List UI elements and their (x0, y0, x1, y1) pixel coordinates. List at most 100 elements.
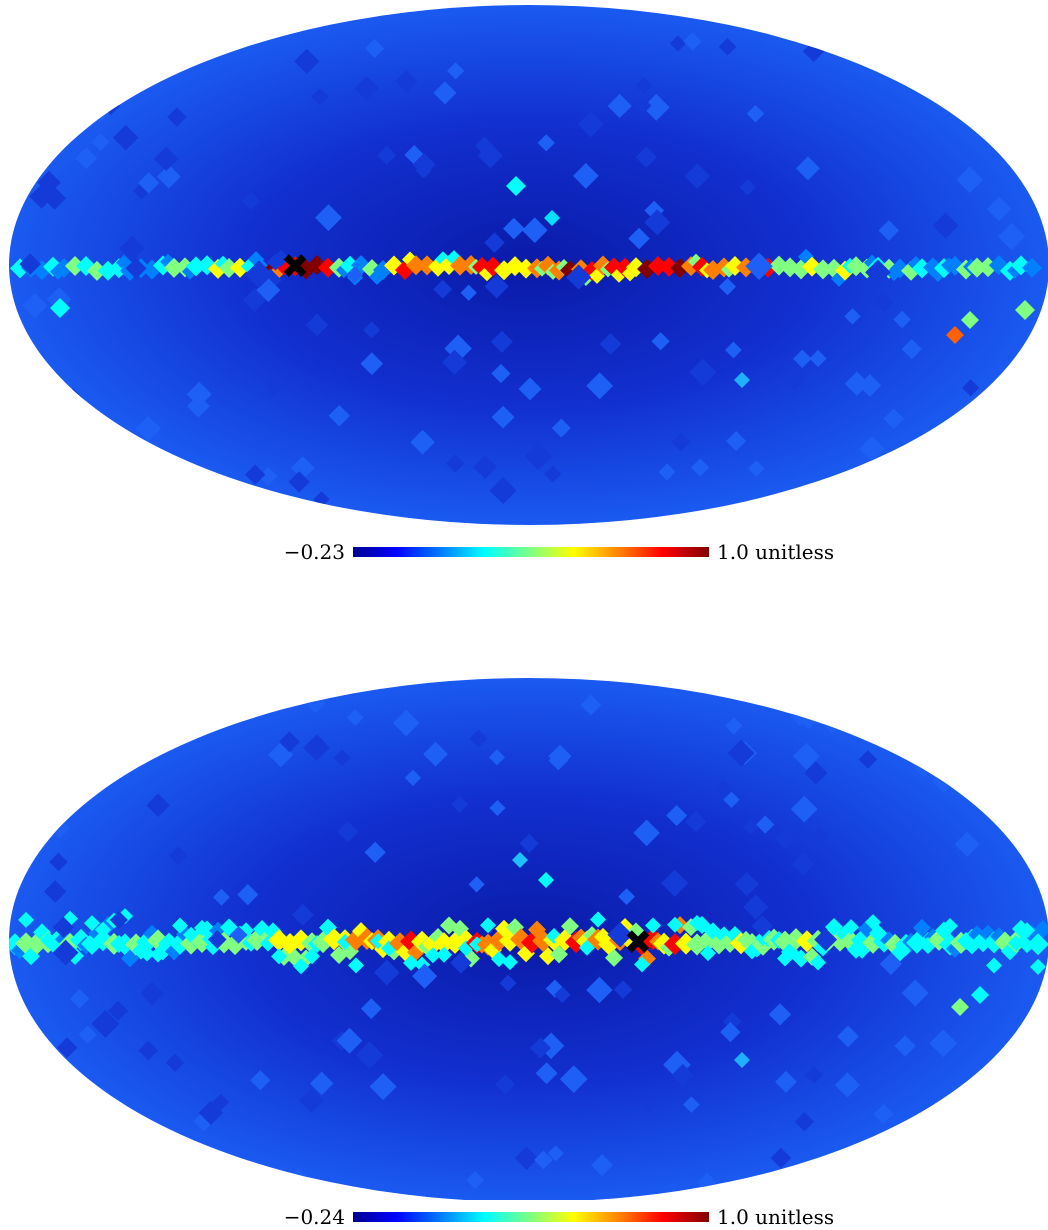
map-pixel (550, 945, 568, 964)
map-pixel (912, 258, 932, 279)
map-pixel (901, 979, 929, 1007)
map-panel-bottom: ✖ −0.24 1.0 unitless (0, 615, 1048, 1230)
map-pixel (635, 97, 652, 114)
galactic-plane-band (9, 693, 1048, 1193)
map-pixel (460, 284, 477, 301)
map-pixel (873, 292, 894, 312)
map-pixel (519, 833, 539, 853)
map-pixel (348, 957, 364, 974)
map-pixel (805, 1066, 823, 1084)
map-pixel (252, 143, 273, 164)
map-pixel (360, 352, 384, 376)
map-pixel (865, 914, 881, 931)
map-pixel (475, 136, 494, 156)
map-pixel (804, 761, 828, 785)
map-pixel (551, 418, 571, 438)
map-pixel (395, 70, 418, 93)
map-pixel (95, 921, 111, 938)
map-pixel (607, 93, 632, 119)
map-pixel (745, 252, 773, 281)
map-pixel (844, 308, 861, 325)
map-pixel (906, 931, 928, 954)
map-pixel (518, 377, 542, 401)
map-pixel (468, 876, 485, 893)
map-pixel (135, 415, 162, 442)
map-pixel (658, 463, 676, 481)
map-pixel (484, 274, 509, 299)
map-pixel (250, 1070, 271, 1091)
map-pixel (528, 920, 546, 939)
map-pixel (241, 191, 261, 211)
map-pixel (491, 363, 511, 384)
map-pixel (825, 917, 843, 936)
map-pixel (770, 1147, 792, 1169)
map-pixel (859, 436, 885, 462)
map-pixel (264, 922, 282, 941)
map-pixel (244, 260, 273, 289)
map-pixel (810, 954, 826, 971)
map-pixel (972, 393, 1000, 421)
map-pixel (91, 1009, 120, 1038)
map-pixel (521, 217, 548, 244)
map-pixel (150, 946, 166, 963)
map-pixel (618, 888, 636, 906)
map-pixel (878, 220, 900, 241)
map-pixel (954, 831, 980, 857)
map-pixel (590, 911, 606, 928)
map-pixel (544, 465, 562, 483)
map-pixel (814, 928, 838, 952)
map-pixel (207, 930, 227, 949)
map-pixel (112, 124, 139, 151)
map-pixel (330, 945, 348, 964)
map-pixel (961, 311, 979, 329)
map-pixel (87, 260, 107, 281)
map-pixel (951, 766, 969, 784)
map-pixel (535, 1062, 558, 1085)
map-pixel (253, 920, 271, 939)
map-pixel (158, 932, 180, 955)
map-pixel (91, 133, 110, 151)
map-pixel (548, 750, 569, 771)
map-pixel (920, 937, 936, 954)
map-pixel (599, 333, 622, 355)
map-pixel (777, 950, 793, 967)
map-pixel (489, 799, 506, 817)
map-pixel (854, 942, 870, 959)
map-pixel (433, 279, 453, 299)
map-pixel (723, 791, 740, 808)
map-pixel (267, 253, 284, 271)
map-pixel (146, 793, 170, 818)
map-pixel (26, 932, 48, 955)
map-pixel (534, 1150, 553, 1170)
map-pixel (186, 394, 210, 418)
map-pixel (363, 321, 381, 339)
map-pixel (288, 471, 310, 493)
map-pixel (691, 458, 710, 477)
map-pixel (42, 757, 66, 781)
map-pixel (851, 468, 873, 490)
map-pixel (337, 821, 359, 843)
map-pixel (219, 257, 239, 278)
map-pixel (404, 144, 425, 165)
map-pixel (979, 441, 998, 461)
map-pixel (948, 742, 975, 769)
map-pixel (785, 928, 807, 951)
map-pixel (545, 979, 565, 998)
map-pixel (987, 482, 1007, 503)
map-pixel (671, 1063, 695, 1087)
map-pixel (1022, 257, 1042, 278)
map-pixel (669, 35, 686, 52)
map-pixel (50, 298, 70, 318)
map-pixel (140, 981, 164, 1006)
map-pixel (990, 927, 1008, 946)
marker-x-icon: ✖ (624, 923, 653, 963)
map-pixel (49, 852, 68, 872)
map-pixel (52, 939, 79, 966)
colorbar-bottom: −0.24 1.0 unitless (255, 1205, 895, 1229)
colorbar-min-label: −0.23 (283, 540, 345, 564)
map-pixel (971, 986, 989, 1004)
map-pixel (433, 81, 457, 105)
map-pixel (775, 828, 796, 850)
map-pixel (447, 62, 465, 80)
map-pixel (689, 915, 705, 932)
